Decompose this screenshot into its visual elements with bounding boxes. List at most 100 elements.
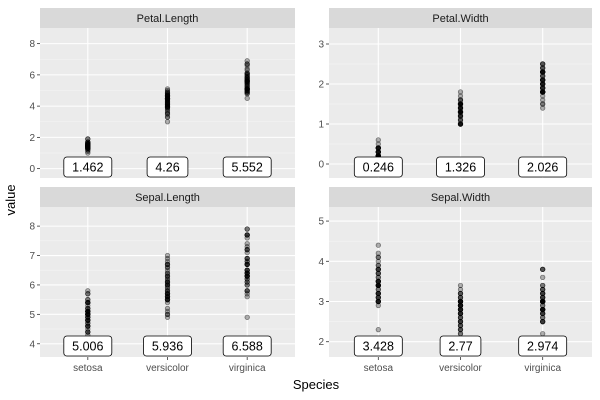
mean-label-text: 4.26 (155, 161, 179, 175)
data-point (457, 101, 464, 107)
data-point (457, 294, 464, 301)
data-point (164, 305, 171, 312)
data-point (375, 258, 381, 264)
y-tick-label: 3 (318, 40, 324, 51)
data-point (457, 302, 464, 309)
mean-label: 3.428 (353, 335, 403, 357)
data-point (540, 286, 546, 293)
facet-panel: Sepal.Width 2 3 4 5 3.428 2.77 2.974 setosa versi… (318, 187, 592, 374)
y-tick-label: 4 (29, 102, 35, 113)
data-point (375, 242, 381, 248)
y-tick-label: 0 (318, 160, 324, 171)
mean-label: 5.006 (63, 335, 113, 357)
mean-label-box (222, 335, 272, 357)
mean-label: 5.552 (222, 156, 272, 178)
facet-strip (329, 8, 592, 28)
data-point (457, 121, 464, 127)
mean-label: 5.936 (143, 335, 192, 357)
data-point (244, 241, 250, 247)
y-axis-title: value (3, 184, 18, 215)
mean-label-box (353, 156, 403, 178)
y-tick-label: 2 (318, 80, 324, 91)
mean-label-text: 2.026 (527, 161, 558, 175)
data-point (540, 69, 546, 75)
y-tick-label: 1 (318, 120, 324, 131)
data-point (457, 117, 464, 123)
data-point (457, 282, 464, 289)
data-point (457, 298, 464, 305)
data-point (244, 267, 250, 273)
mean-label-box (518, 156, 568, 178)
x-axis-title: Species (293, 377, 340, 392)
mean-label-text: 2.77 (448, 340, 472, 354)
data-point (540, 274, 546, 280)
y-tick-label: 4 (29, 339, 35, 350)
mean-label-box (439, 335, 482, 357)
y-tick-label: 3 (318, 297, 324, 308)
mean-label-box (143, 335, 192, 357)
facet-panel: Sepal.Length 4 5 6 7 8 5.006 5.936 6.588 setosa ve… (29, 187, 295, 374)
mean-label-text: 3.428 (363, 340, 394, 354)
y-tick-label: 6 (29, 280, 35, 291)
mean-label: 6.588 (222, 335, 272, 357)
facet-strip-label: Petal.Width (432, 13, 488, 25)
data-point (540, 310, 546, 317)
x-tick-label: virginica (229, 363, 266, 374)
data-point (540, 81, 546, 87)
mean-label-box (63, 335, 113, 357)
y-tick-label: 4 (318, 257, 324, 268)
data-point (375, 294, 381, 301)
data-point (375, 254, 381, 260)
mean-label-text: 1.462 (72, 161, 103, 175)
data-point (85, 136, 91, 142)
y-tick-label: 2 (29, 133, 35, 144)
mean-label-text: 5.552 (232, 161, 263, 175)
data-point (244, 232, 250, 238)
facet-panel: Petal.Length 0 2 4 6 8 1.462 4.26 5.552 (29, 8, 295, 178)
data-point (375, 282, 381, 289)
data-point (540, 290, 546, 297)
data-point (457, 109, 464, 115)
data-point (375, 270, 381, 276)
data-point (164, 86, 171, 92)
data-point (540, 105, 546, 111)
data-point (540, 319, 546, 325)
data-point (540, 89, 546, 95)
data-point (85, 297, 91, 303)
facet-strip (329, 187, 592, 207)
data-point (85, 288, 91, 294)
data-point (375, 286, 381, 293)
facet-strip (40, 8, 295, 28)
facet-panel: Petal.Width 0 1 2 3 0.246 1.326 2.026 (318, 8, 592, 178)
data-point (375, 298, 381, 305)
data-point (244, 95, 250, 101)
data-point (375, 302, 381, 309)
data-point (244, 226, 250, 232)
data-point (540, 306, 546, 313)
data-point (540, 65, 546, 71)
mean-label: 1.462 (63, 156, 113, 178)
data-point (244, 288, 250, 294)
data-point (457, 97, 464, 103)
data-point (540, 101, 546, 107)
data-point (457, 314, 464, 321)
facet-strip (40, 187, 295, 207)
y-tick-label: 0 (29, 164, 35, 175)
data-point (164, 87, 171, 94)
mean-label-text: 6.588 (232, 340, 263, 354)
mean-label: 2.77 (439, 335, 482, 357)
data-point (457, 105, 464, 111)
data-point (457, 89, 464, 95)
y-tick-label: 8 (29, 39, 35, 50)
data-point (457, 93, 464, 99)
y-tick-label: 8 (29, 222, 35, 233)
data-point (375, 250, 381, 256)
data-point (375, 274, 381, 280)
mean-label-text: 5.936 (152, 340, 183, 354)
mean-label-text: 5.006 (72, 340, 103, 354)
facet-strip-label: Sepal.Width (431, 192, 490, 204)
data-point (457, 290, 464, 297)
mean-label-text: 0.246 (363, 161, 394, 175)
data-point (375, 141, 381, 147)
data-point (375, 266, 381, 272)
